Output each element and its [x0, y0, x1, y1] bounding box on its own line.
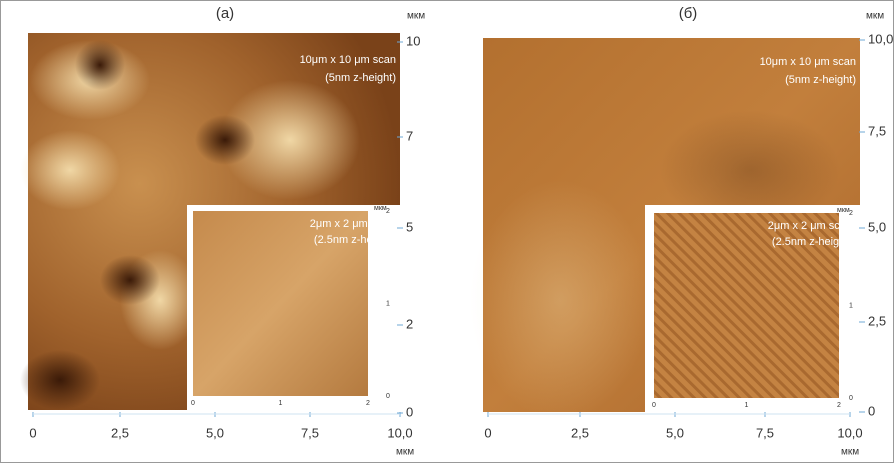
y-tick-label: 0 — [406, 404, 413, 419]
inset-image — [654, 213, 839, 398]
y-tick-label: 10 — [406, 33, 420, 48]
panel-label: (a) — [216, 5, 234, 22]
x-unit: мкм — [396, 447, 414, 458]
x-tick-label: 5,0 — [206, 425, 224, 440]
inset-unit: мкм — [374, 205, 387, 212]
annotation: 10μm x 10 μm scan — [300, 54, 396, 66]
inset-x-tick: 1 — [745, 402, 749, 409]
x-tick-label: 10,0 — [837, 425, 862, 440]
texture — [100, 255, 160, 305]
x-tick-label: 2,5 — [111, 425, 129, 440]
x-tick-label: 7,5 — [756, 425, 774, 440]
inset-y-tick: 0 — [849, 395, 853, 402]
inset-annotation: (2.5nm z-height) — [314, 234, 394, 246]
texture — [195, 115, 255, 165]
inset-image — [193, 211, 368, 396]
texture — [20, 130, 120, 210]
inset-annotation: 2μm x 2 μm scan — [310, 218, 394, 230]
inset-x-tick: 0 — [191, 400, 195, 407]
texture — [220, 80, 360, 200]
inset-x-tick: 0 — [652, 402, 656, 409]
y-unit: мкм — [407, 11, 425, 22]
inset-y-tick: 1 — [849, 302, 853, 309]
x-tick-label: 5,0 — [666, 425, 684, 440]
y-tick-label: 5,0 — [868, 219, 886, 234]
inset-y-tick: 2 — [386, 208, 390, 215]
y-tick-label: 0 — [868, 403, 875, 418]
x-tick-label: 0 — [29, 425, 36, 440]
y-tick-label: 2,5 — [868, 313, 886, 328]
texture — [20, 350, 100, 410]
texture — [75, 40, 125, 90]
annotation: 10μm x 10 μm scan — [760, 56, 856, 68]
x-tick-label: 7,5 — [301, 425, 319, 440]
y-tick-label: 7 — [406, 128, 413, 143]
inset-unit: мкм — [837, 207, 850, 214]
x-tick-label: 0 — [484, 425, 491, 440]
inset-annotation: 2μm x 2 μm scan — [768, 220, 852, 232]
inset-x-tick: 2 — [366, 400, 370, 407]
inset-y-tick: 1 — [386, 300, 390, 307]
x-unit: мкм — [841, 447, 859, 458]
inset-x-tick: 2 — [837, 402, 841, 409]
annotation: (5nm z-height) — [785, 74, 856, 86]
inset-x-tick: 1 — [279, 400, 283, 407]
annotation: (5nm z-height) — [325, 72, 396, 84]
y-tick-label: 10,0 — [868, 31, 893, 46]
x-tick-label: 10,0 — [387, 425, 412, 440]
panel-label: (б) — [679, 5, 698, 22]
y-unit: мкм — [866, 11, 884, 22]
texture — [470, 180, 650, 420]
inset-y-tick: 0 — [386, 393, 390, 400]
y-tick-label: 5 — [406, 219, 413, 234]
y-tick-label: 7,5 — [868, 123, 886, 138]
x-tick-label: 2,5 — [571, 425, 589, 440]
y-tick-label: 2 — [406, 316, 413, 331]
inset-y-tick: 2 — [849, 210, 853, 217]
inset-annotation: (2.5nm z-height) — [772, 236, 852, 248]
texture — [660, 110, 840, 230]
